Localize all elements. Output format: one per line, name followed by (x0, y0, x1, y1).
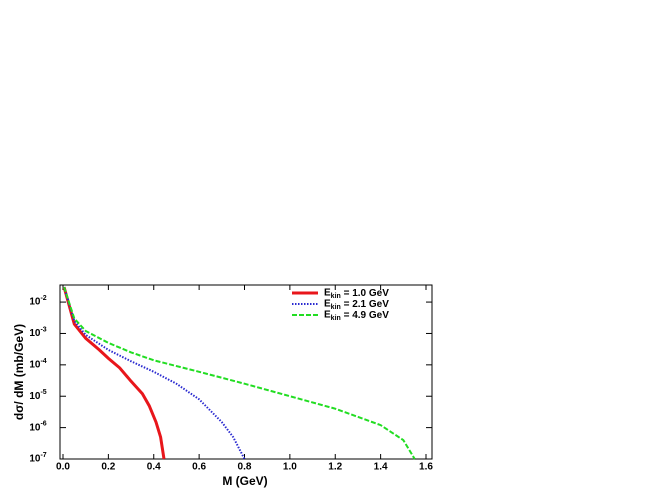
legend-label: Ekin = 1.0 GeV (324, 288, 389, 300)
series-line (63, 286, 416, 460)
y-tick-label: 10-5 (29, 389, 46, 402)
y-tick-label: 10-4 (29, 358, 46, 371)
y-axis-label: dσ/ dM (mb/GeV) (12, 324, 26, 420)
series-line (63, 286, 246, 460)
plot-frame (59, 284, 433, 460)
x-tick-label: 0.6 (192, 462, 206, 473)
y-tick-label: 10-2 (29, 295, 46, 308)
legend-label: Ekin = 4.9 GeV (324, 310, 389, 322)
y-tick-label: 10-7 (29, 452, 46, 465)
x-tick-label: 0.4 (147, 462, 161, 473)
y-tick-label: 10-6 (29, 420, 46, 433)
x-tick-label: 0.2 (101, 462, 115, 473)
x-tick-label: 1.4 (374, 462, 388, 473)
x-tick-label: 1.2 (328, 462, 342, 473)
legend-label: Ekin = 2.1 GeV (324, 299, 389, 311)
y-tick-label: 10-3 (29, 326, 46, 339)
series-line (62, 286, 166, 460)
x-axis-label: M (GeV) (222, 474, 267, 488)
x-tick-label: 1.6 (419, 462, 433, 473)
x-tick-label: 1.0 (283, 462, 297, 473)
x-tick-label: 0.0 (56, 462, 70, 473)
x-tick-label: 0.8 (238, 462, 252, 473)
